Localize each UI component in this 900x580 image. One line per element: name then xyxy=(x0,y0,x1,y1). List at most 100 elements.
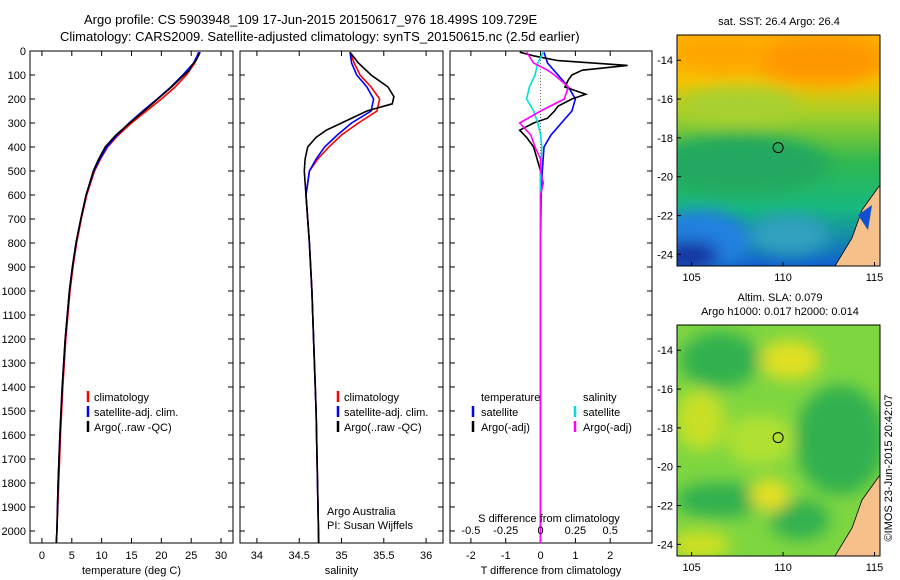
x-tick-label: 30 xyxy=(215,550,227,562)
series-argo xyxy=(55,51,201,544)
y-tick-label: 2000 xyxy=(2,526,26,538)
map-x-tick-label: 105 xyxy=(682,562,700,574)
map-y-tick-label: -14 xyxy=(657,55,673,67)
map-x-tick-label: 105 xyxy=(682,272,700,284)
y-tick-label: 1100 xyxy=(2,310,26,322)
x-tick-label: 20 xyxy=(155,550,167,562)
sst-map: 105 110 115 -14 -16 -18 -20 -22 -24 sat. SST: 26… xyxy=(657,16,884,284)
legend-label: satellite-adj. clim. xyxy=(344,407,428,419)
map-x-tick-label: 115 xyxy=(866,562,884,574)
map-y-tick-label: -16 xyxy=(657,94,673,106)
y-tick-label: 800 xyxy=(8,238,26,250)
y-tick-label: 1400 xyxy=(2,382,26,394)
series-t_argo xyxy=(518,51,628,543)
series-argo xyxy=(303,51,395,544)
s-tick-label: 0.5 xyxy=(603,525,618,537)
annotation-line: Argo Australia xyxy=(327,506,396,518)
y-tick-label: 1900 xyxy=(2,502,26,514)
x-tick-label: 0 xyxy=(537,550,543,562)
sla-map: 105 110 115 -14 -16 -18 -20 -22 -24 Altim. SLA: … xyxy=(657,292,884,574)
legend-title-temperature: temperature xyxy=(481,392,540,404)
s-tick-label: 0.25 xyxy=(565,525,586,537)
annotation-line: PI: Susan Wijffels xyxy=(327,520,413,532)
map-y-tick-label: -20 xyxy=(657,172,673,184)
series-t_satellite xyxy=(539,51,577,543)
x-tick-label: 5 xyxy=(69,550,75,562)
s-tick-label: -0.5 xyxy=(461,525,480,537)
x-tick-label: 34.5 xyxy=(288,550,309,562)
x-tick-label: 2 xyxy=(607,550,613,562)
y-tick-label: 400 xyxy=(8,142,26,154)
difference-frame xyxy=(449,50,653,544)
map-y-tick-label: -22 xyxy=(657,211,673,223)
float-position-marker xyxy=(772,432,784,444)
difference-xlabel: T difference from climatology xyxy=(481,565,622,577)
x-tick-label: 10 xyxy=(96,550,108,562)
y-tick-label: 700 xyxy=(8,214,26,226)
y-tick-label: 300 xyxy=(8,118,26,130)
legend-label: satellite-adj. clim. xyxy=(94,407,178,419)
y-tick-label: 900 xyxy=(8,262,26,274)
legend-title-salinity: salinity xyxy=(583,392,617,404)
sst-map-title: sat. SST: 26.4 Argo: 26.4 xyxy=(718,16,840,28)
series-s_argo xyxy=(518,51,570,543)
legend-label: Argo(-adj) xyxy=(481,422,530,434)
s-tick-label: 0 xyxy=(537,525,543,537)
sla-map-title-1: Altim. SLA: 0.079 xyxy=(738,292,823,304)
map-y-tick-label: -16 xyxy=(657,384,673,396)
legend-label: satellite xyxy=(481,407,518,419)
header-line-1: Argo profile: CS 5903948_109 17-Jun-2015… xyxy=(84,12,538,27)
y-tick-label: 1000 xyxy=(2,286,26,298)
legend-label: satellite xyxy=(583,407,620,419)
y-tick-label: 200 xyxy=(8,94,26,106)
salinity-frame xyxy=(239,50,444,544)
x-tick-label: -1 xyxy=(501,550,511,562)
y-tick-label: 1800 xyxy=(2,478,26,490)
series-satellite xyxy=(305,52,375,544)
map-y-tick-label: -20 xyxy=(657,462,673,474)
y-tick-label: 1300 xyxy=(2,358,26,370)
legend-label: Argo(..raw -QC) xyxy=(94,422,172,434)
difference-panel: -2 -1 0 1 2 T difference from climatology -0.5… xyxy=(449,50,653,577)
y-tick-label: 1600 xyxy=(2,430,26,442)
y-tick-label: 0 xyxy=(20,46,26,58)
temperature-xlabel: temperature (deg C) xyxy=(82,565,181,577)
x-tick-label: 0 xyxy=(39,550,45,562)
temperature-panel: 0100200300400500600700800900100011001200… xyxy=(2,46,234,577)
map-x-tick-label: 115 xyxy=(866,272,884,284)
map-y-tick-label: -18 xyxy=(657,423,673,435)
x-tick-label: 1 xyxy=(572,550,578,562)
y-tick-label: 1200 xyxy=(2,334,26,346)
y-tick-label: 100 xyxy=(8,70,26,82)
map-y-tick-label: -22 xyxy=(657,501,673,513)
x-tick-label: 34 xyxy=(251,550,263,562)
map-y-tick-label: -24 xyxy=(657,539,673,551)
x-tick-label: 35 xyxy=(335,550,347,562)
map-x-tick-label: 110 xyxy=(774,272,792,284)
temperature-frame xyxy=(29,50,234,544)
sla-map-title-2: Argo h1000: 0.017 h2000: 0.014 xyxy=(701,306,859,318)
s-axis-label: S difference from climatology xyxy=(478,513,620,525)
legend-label: Argo(-adj) xyxy=(583,422,632,434)
s-tick-label: -0.25 xyxy=(493,525,518,537)
x-tick-label: -2 xyxy=(466,550,476,562)
salinity-panel: 34 34.5 35 35.5 36 salinity climatology satelli… xyxy=(239,50,444,577)
y-tick-label: 1700 xyxy=(2,454,26,466)
salinity-xlabel: salinity xyxy=(325,565,359,577)
y-tick-label: 600 xyxy=(8,190,26,202)
y-tick-label: 500 xyxy=(8,166,26,178)
y-tick-label: 1500 xyxy=(2,406,26,418)
x-tick-label: 25 xyxy=(185,550,197,562)
float-position-marker xyxy=(772,142,784,154)
legend-label: Argo(..raw -QC) xyxy=(344,422,422,434)
x-tick-label: 36 xyxy=(420,550,432,562)
imos-credit: ©IMOS 23-Jun-2015 20:42:07 xyxy=(883,395,895,542)
x-tick-label: 35.5 xyxy=(373,550,394,562)
map-y-tick-label: -14 xyxy=(657,345,673,357)
legend-label: climatology xyxy=(344,392,400,404)
map-x-tick-label: 110 xyxy=(774,562,792,574)
header-line-2: Climatology: CARS2009. Satellite-adjuste… xyxy=(60,29,580,44)
map-y-tick-label: -24 xyxy=(657,249,673,261)
map-y-tick-label: -18 xyxy=(657,133,673,145)
